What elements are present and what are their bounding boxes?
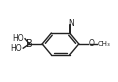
Text: O: O	[88, 39, 94, 48]
Text: HO: HO	[11, 44, 22, 53]
Text: B: B	[26, 39, 33, 49]
Text: CH₃: CH₃	[97, 41, 110, 47]
Text: N: N	[68, 19, 74, 28]
Text: HO: HO	[12, 34, 24, 43]
